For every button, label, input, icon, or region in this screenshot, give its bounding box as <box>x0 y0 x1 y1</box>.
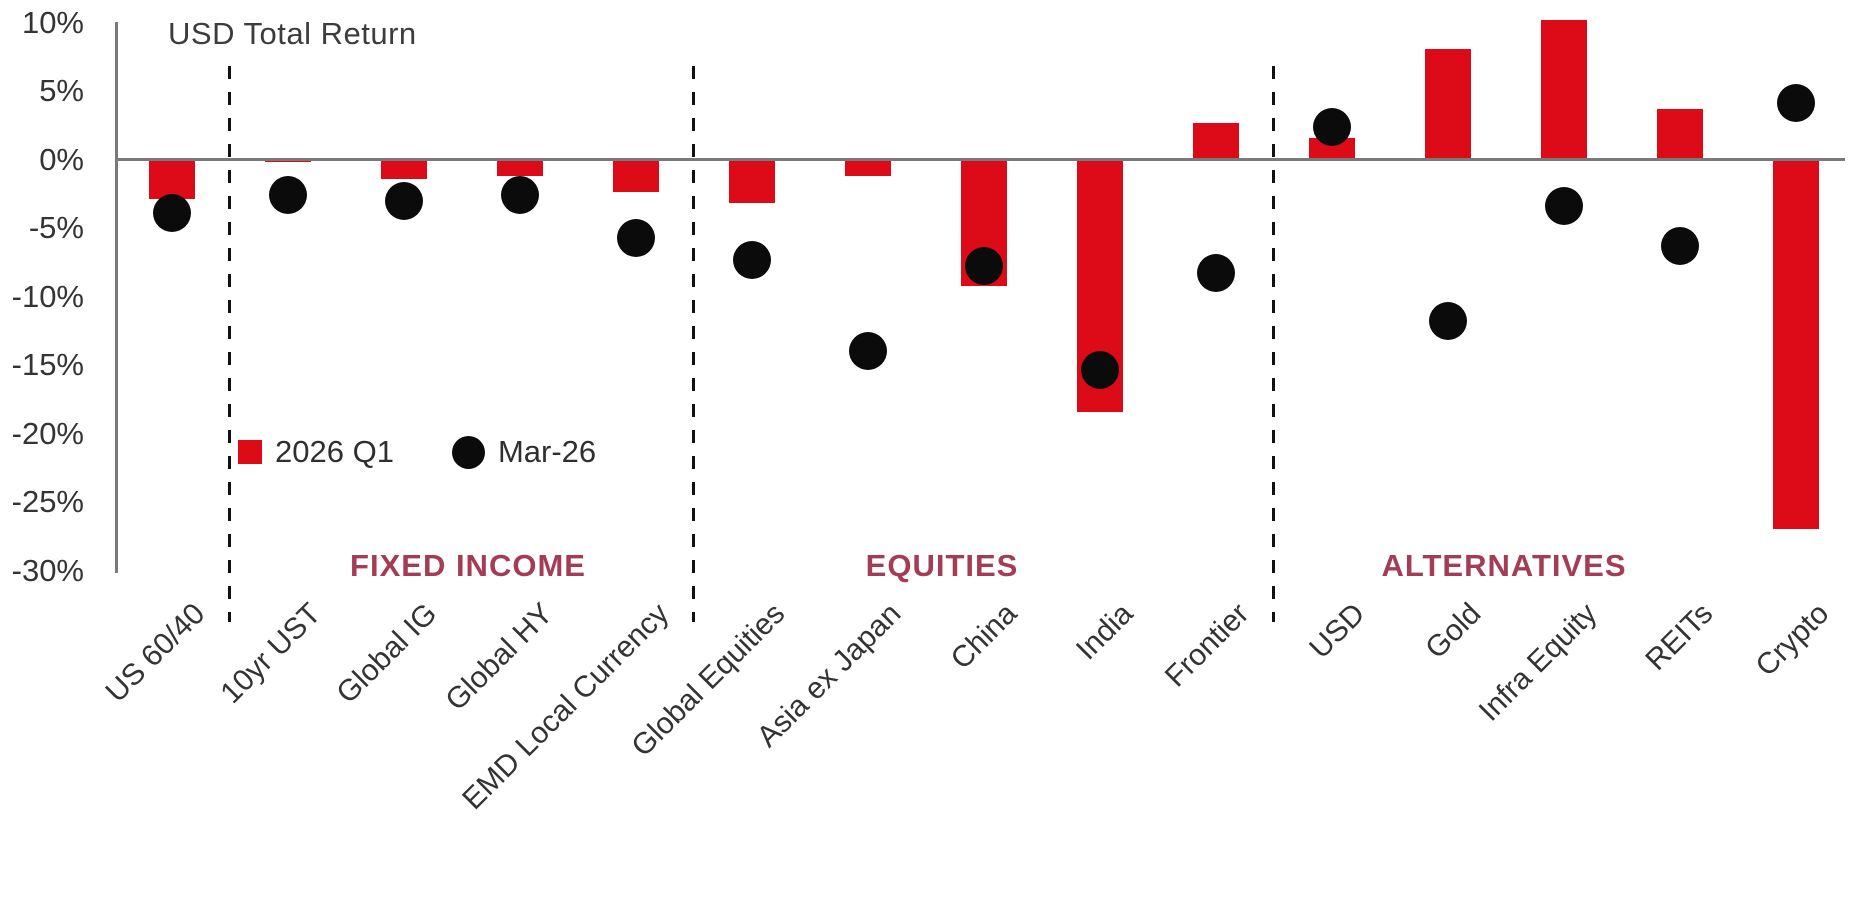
y-tick-label: -20% <box>11 415 84 451</box>
bar-reits <box>1657 108 1703 160</box>
bar-crypto <box>1773 159 1819 530</box>
dot-china <box>965 247 1003 286</box>
section-separator <box>692 66 695 622</box>
section-label-equities: EQUITIES <box>865 548 1019 583</box>
dot-gold <box>1429 302 1467 341</box>
dot-global-equities <box>733 240 771 279</box>
bar-us-60-40 <box>149 159 195 200</box>
section-separator <box>228 66 231 622</box>
dot-global-hy <box>501 176 539 215</box>
total-return-chart: USD Total Return 10% 5% 0% -5% -10% -15% -20% -… <box>11 4 1845 817</box>
bar-asia-ex-japan <box>845 159 891 176</box>
bar-emd-local-currency <box>613 159 659 193</box>
y-tick-label: -15% <box>11 347 84 382</box>
bar-frontier <box>1193 122 1239 160</box>
dot-asia-ex-japan <box>849 332 887 371</box>
bar-usd <box>1309 137 1355 160</box>
dot-crypto <box>1777 84 1815 123</box>
bar-gold <box>1425 48 1471 160</box>
legend-dot-swatch <box>451 435 485 469</box>
bar-global-ig <box>381 159 427 179</box>
chart-title: USD Total Return <box>168 16 417 51</box>
bar-infra-equity <box>1541 19 1587 160</box>
dot-infra-equity <box>1545 187 1583 226</box>
dot-global-ig <box>385 181 423 220</box>
legend-bar-swatch <box>238 440 262 464</box>
section-label-fixed-income: FIXED INCOME <box>350 548 586 583</box>
y-tick-label: 5% <box>39 73 84 108</box>
y-axis-line <box>115 22 118 573</box>
dot-frontier <box>1197 254 1235 293</box>
section-label-alternatives: ALTERNATIVES <box>1381 548 1627 583</box>
y-tick-label: 10% <box>21 4 84 40</box>
y-tick-label: -10% <box>11 278 84 314</box>
zero-gridline <box>116 158 1845 161</box>
legend: 2026 Q1 Mar-26 <box>238 434 596 470</box>
dot-10yr-ust <box>269 176 307 215</box>
legend-bar-label: 2026 Q1 <box>275 434 394 469</box>
bar-global-hy <box>497 159 543 176</box>
legend-dot-label: Mar-26 <box>497 434 597 469</box>
y-tick-label: -30% <box>11 552 84 588</box>
dot-emd-local-currency <box>617 218 655 257</box>
dot-us-60-40 <box>153 193 191 232</box>
y-tick-label: -5% <box>28 210 84 245</box>
y-tick-label: 0% <box>39 141 84 177</box>
dot-reits <box>1661 226 1699 265</box>
section-separator <box>1272 66 1275 622</box>
bar-global-equities <box>729 159 775 204</box>
dot-usd <box>1313 107 1351 146</box>
dot-india <box>1081 351 1119 390</box>
y-tick-label: -25% <box>11 484 84 519</box>
